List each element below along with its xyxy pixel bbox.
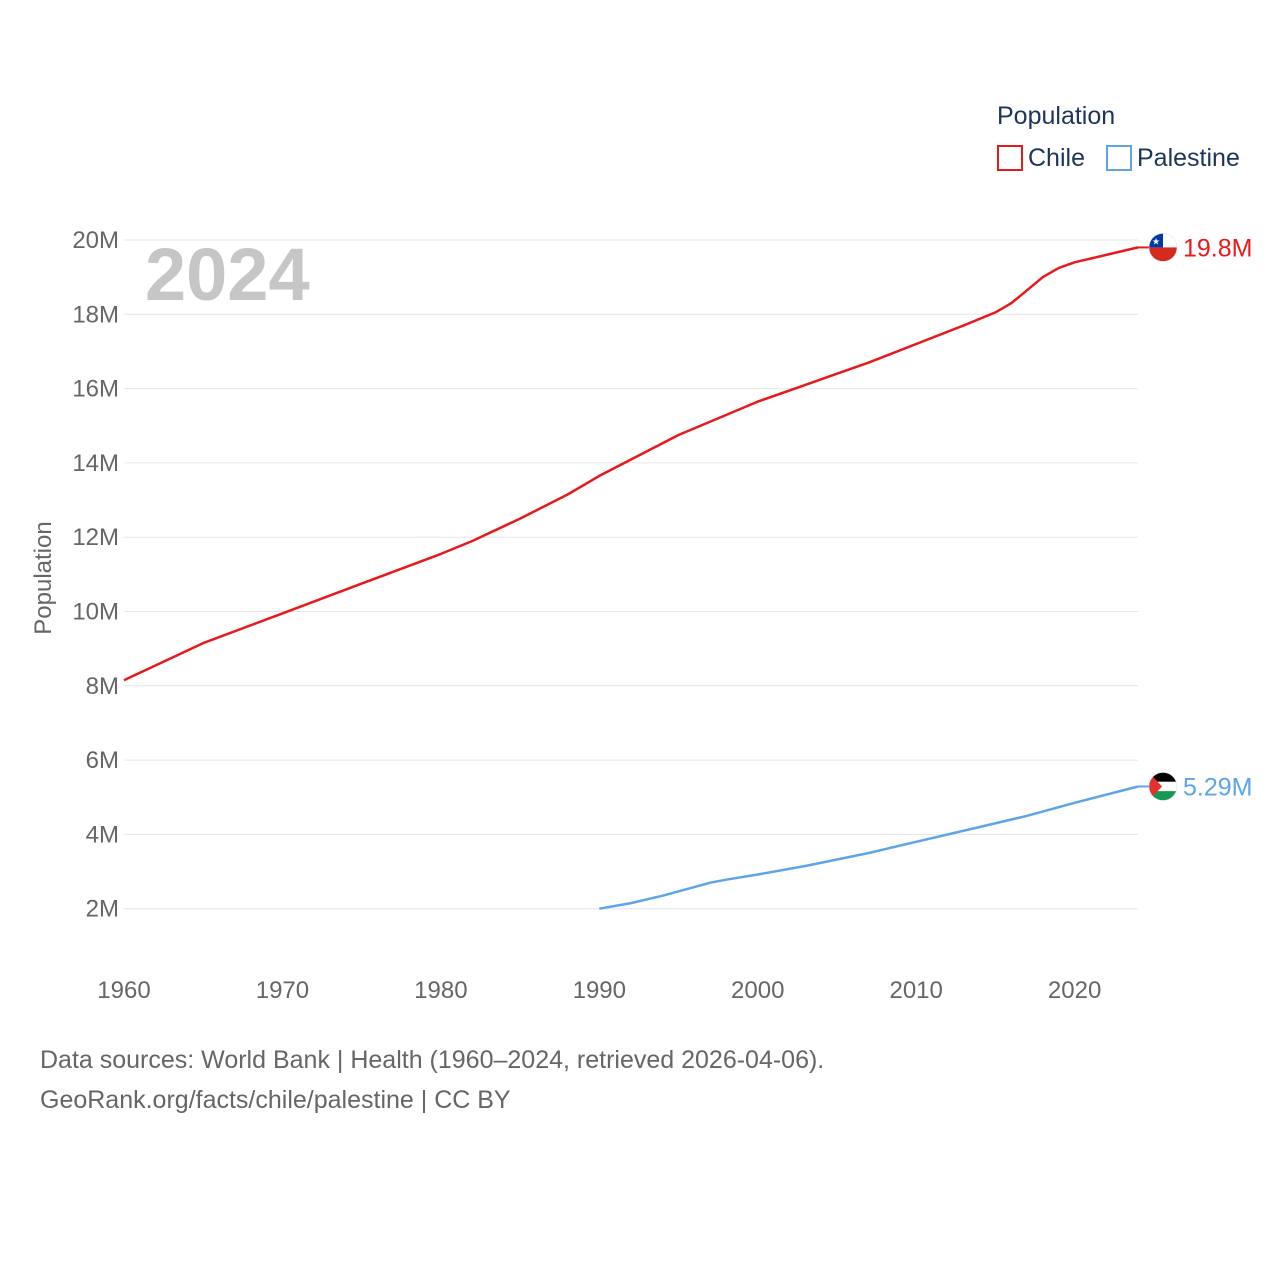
legend-title: Population — [997, 102, 1115, 130]
end-value-label-chile: 19.8M — [1183, 234, 1252, 262]
series-end-markers: ★ 19.8M 5.29M — [1138, 233, 1252, 801]
footer-line-credit[interactable]: GeoRank.org/facts/chile/palestine | CC B… — [40, 1086, 511, 1114]
legend-item-palestine[interactable]: Palestine — [1106, 144, 1240, 172]
legend-item-chile[interactable]: Chile — [997, 144, 1085, 172]
y-tick-label: 20M — [72, 227, 119, 254]
svg-text:★: ★ — [1152, 237, 1160, 247]
y-tick-label: 6M — [86, 747, 119, 774]
legend-label-chile: Chile — [1028, 144, 1085, 172]
y-tick-label: 10M — [72, 599, 119, 626]
y-tick-label: 16M — [72, 376, 119, 403]
y-tick-label: 4M — [86, 821, 119, 848]
legend-swatch-chile — [997, 145, 1023, 171]
x-tick-label: 1970 — [256, 977, 309, 1004]
x-tick-label: 1990 — [573, 977, 626, 1004]
y-axis-ticks: 2M 4M 6M 8M 10M 12M 14M 16M 18M 20M — [72, 227, 119, 923]
x-tick-label: 1960 — [97, 977, 150, 1004]
y-tick-label: 8M — [86, 673, 119, 700]
x-axis-ticks: 1960 1970 1980 1990 2000 2010 2020 — [97, 977, 1101, 1004]
y-tick-label: 14M — [72, 450, 119, 477]
y-tick-label: 12M — [72, 524, 119, 551]
grid — [124, 239, 1138, 910]
y-tick-label: 18M — [72, 301, 119, 328]
palestine-flag-icon — [1148, 772, 1178, 801]
year-watermark: 2024 — [145, 233, 310, 316]
y-axis-label: Population — [30, 521, 57, 634]
x-tick-label: 1980 — [414, 977, 467, 1004]
legend-label-palestine: Palestine — [1137, 144, 1240, 172]
series-line-chile[interactable] — [123, 246, 1139, 682]
series-line-palestine[interactable] — [599, 785, 1139, 910]
series-lines — [123, 246, 1139, 910]
footer-source: Data sources: World Bank | Health (1960–… — [40, 1040, 824, 1120]
chile-flag-icon: ★ — [1148, 233, 1178, 262]
x-tick-label: 2000 — [731, 977, 784, 1004]
footer-line-sources: Data sources: World Bank | Health (1960–… — [40, 1046, 825, 1074]
y-tick-label: 2M — [86, 896, 119, 923]
x-tick-label: 2020 — [1048, 977, 1101, 1004]
end-value-label-palestine: 5.29M — [1183, 773, 1252, 801]
x-tick-label: 2010 — [889, 977, 942, 1004]
legend-swatch-palestine — [1106, 145, 1132, 171]
legend: Population Chile Palestine — [997, 102, 1240, 172]
